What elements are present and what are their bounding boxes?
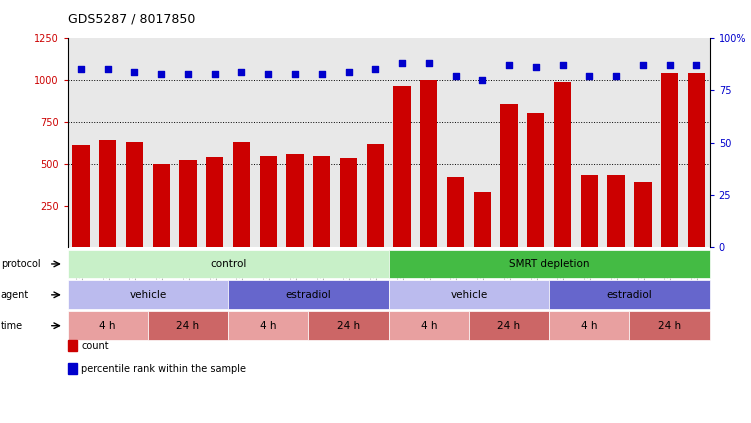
Text: estradiol: estradiol <box>607 290 653 300</box>
Point <box>503 62 515 69</box>
Text: percentile rank within the sample: percentile rank within the sample <box>81 364 246 374</box>
Point <box>476 77 488 83</box>
Bar <box>553 82 572 247</box>
Text: estradiol: estradiol <box>285 290 331 300</box>
Point <box>262 70 274 77</box>
Point <box>664 62 676 69</box>
Bar <box>366 143 384 247</box>
Text: SMRT depletion: SMRT depletion <box>509 259 590 269</box>
Bar <box>99 140 116 247</box>
Text: count: count <box>81 341 109 351</box>
Bar <box>661 73 678 247</box>
Point <box>396 60 408 66</box>
Bar <box>634 182 652 247</box>
Point <box>529 64 541 71</box>
Text: 24 h: 24 h <box>497 321 520 331</box>
Text: time: time <box>1 321 23 331</box>
Text: 24 h: 24 h <box>337 321 360 331</box>
Point <box>101 66 113 73</box>
Text: 4 h: 4 h <box>581 321 598 331</box>
Point <box>690 62 702 69</box>
Bar <box>447 177 464 247</box>
Text: 24 h: 24 h <box>176 321 200 331</box>
Point <box>450 72 462 79</box>
Bar <box>233 142 250 247</box>
Point <box>289 70 301 77</box>
Bar <box>179 159 197 247</box>
Point <box>155 70 167 77</box>
Bar <box>608 176 625 247</box>
Point <box>610 72 622 79</box>
Point <box>128 68 140 75</box>
Point <box>369 66 382 73</box>
Bar <box>152 164 170 247</box>
Point <box>423 60 435 66</box>
Text: agent: agent <box>1 290 29 300</box>
Point <box>637 62 649 69</box>
Bar <box>72 145 89 247</box>
Bar <box>206 157 224 247</box>
Point <box>556 62 569 69</box>
Bar <box>474 192 491 247</box>
Point <box>209 70 221 77</box>
Bar <box>286 154 303 247</box>
Text: 4 h: 4 h <box>99 321 116 331</box>
Text: GDS5287 / 8017850: GDS5287 / 8017850 <box>68 13 195 26</box>
Text: 24 h: 24 h <box>658 321 681 331</box>
Bar <box>527 113 544 247</box>
Bar <box>125 142 143 247</box>
Point <box>584 72 596 79</box>
Point <box>182 70 194 77</box>
Text: vehicle: vehicle <box>129 290 167 300</box>
Text: vehicle: vehicle <box>451 290 487 300</box>
Text: control: control <box>210 259 246 269</box>
Bar <box>394 86 411 247</box>
Point <box>315 70 327 77</box>
Bar <box>260 156 277 247</box>
Bar <box>688 73 705 247</box>
Text: protocol: protocol <box>1 259 41 269</box>
Text: 4 h: 4 h <box>260 321 276 331</box>
Bar <box>500 104 517 247</box>
Bar <box>581 176 598 247</box>
Bar <box>420 80 438 247</box>
Bar <box>339 158 357 247</box>
Point <box>236 68 248 75</box>
Point <box>342 68 354 75</box>
Bar <box>313 156 330 247</box>
Text: 4 h: 4 h <box>421 321 437 331</box>
Point <box>75 66 87 73</box>
